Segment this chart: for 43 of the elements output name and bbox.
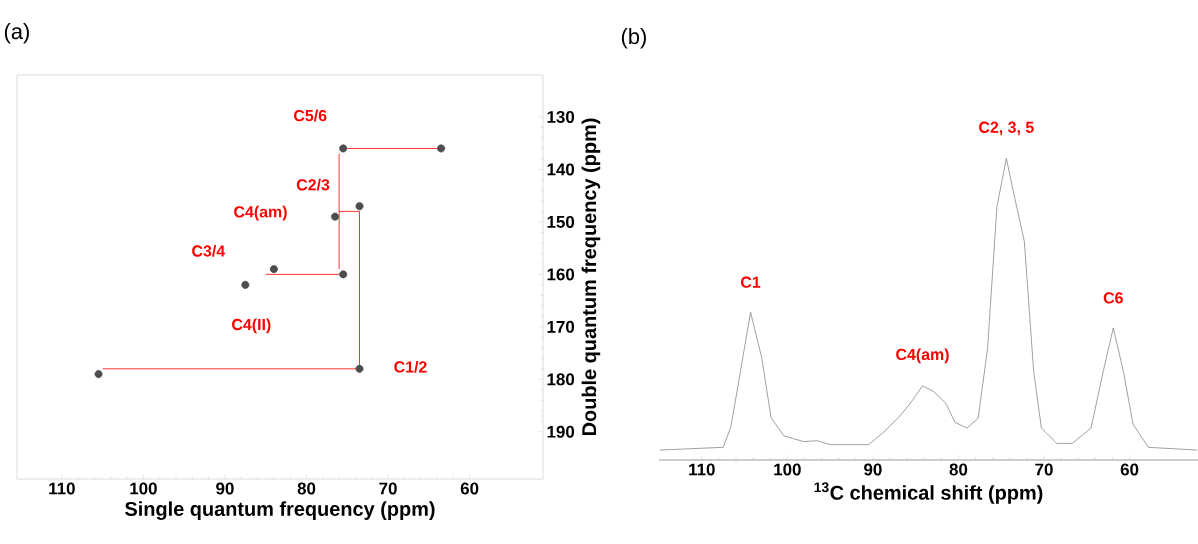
x-tick-label: 90	[864, 463, 882, 476]
y-axis-title: Double quantum frequency (ppm)	[581, 118, 601, 436]
x-tick-label: 70	[1035, 463, 1053, 476]
point	[269, 265, 278, 274]
annotation: C4(am)	[234, 205, 287, 221]
point	[339, 144, 348, 153]
annotation: C5/6	[294, 109, 327, 122]
x-tick-label: 60	[1120, 463, 1139, 476]
y-tick-label: 140	[547, 163, 575, 176]
x-tick-label: 60	[460, 482, 479, 495]
x-tick-label: 100	[774, 463, 801, 476]
x-tick-label: 70	[379, 482, 397, 495]
x-tick-label: 110	[689, 463, 715, 476]
chart-title: (a)	[4, 23, 29, 44]
point	[437, 144, 446, 153]
annotation: C1/2	[394, 360, 427, 373]
x-tick-label: 110	[49, 482, 75, 495]
y-tick-label: 170	[547, 320, 575, 333]
annotation: C3/4	[192, 244, 226, 257]
annotation: C1	[741, 276, 761, 288]
point	[355, 364, 364, 373]
y-tick-label: 190	[547, 425, 575, 438]
y-tick-label: 160	[547, 268, 575, 281]
chart-title: (b)	[621, 28, 646, 49]
annotation: C4(II)	[232, 318, 271, 334]
x-tick-label: 90	[216, 482, 234, 495]
point	[94, 370, 103, 379]
annotation: C4(am)	[896, 348, 949, 364]
x-tick-label: 100	[130, 482, 157, 495]
point	[331, 212, 340, 221]
y-tick-label: 130	[547, 110, 575, 123]
point	[339, 270, 348, 279]
annotation: C2/3	[296, 178, 330, 191]
annotation: C6	[1103, 292, 1123, 304]
point	[241, 280, 250, 289]
point	[355, 202, 364, 211]
x-tick-label: 80	[949, 463, 968, 476]
annotation: C2, 3, 5	[979, 121, 1034, 136]
x-axis-title: Single quantum frequency (ppm)	[125, 501, 435, 521]
y-tick-label: 180	[547, 373, 575, 386]
x-axis-title: $^{13}$C chemical shift (ppm)	[814, 482, 1043, 504]
x-tick-label: 80	[297, 482, 316, 495]
y-tick-label: 150	[547, 215, 575, 228]
